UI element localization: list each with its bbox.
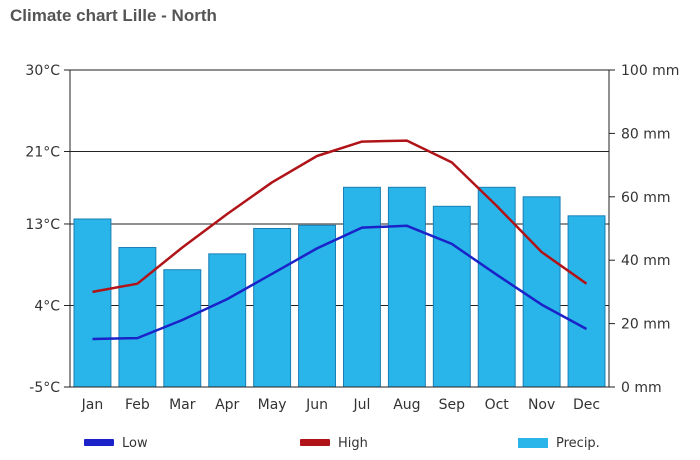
x-tick-label: Nov xyxy=(528,397,555,413)
precip-bar xyxy=(118,247,157,388)
right-tick-label: 80 mm xyxy=(621,126,671,142)
right-tick-label: 0 mm xyxy=(621,380,662,396)
left-tick-label: 30°C xyxy=(25,63,60,79)
precip-bar xyxy=(567,215,606,388)
left-tick-label: 21°C xyxy=(25,145,60,161)
precip-bar xyxy=(163,269,202,388)
x-tick-label: Mar xyxy=(169,397,196,413)
precip-bar xyxy=(432,205,471,388)
precip-bar xyxy=(73,218,112,388)
x-tick-label: Jan xyxy=(81,397,104,413)
precip-bar xyxy=(477,186,516,388)
x-tick-label: Jun xyxy=(305,397,328,413)
chart-title: Climate chart Lille - North xyxy=(10,6,217,25)
x-tick-label: Oct xyxy=(485,397,510,413)
legend-label: High xyxy=(338,436,368,451)
precip-bar xyxy=(387,186,426,388)
precip-bar xyxy=(522,196,561,388)
x-tick-label: Feb xyxy=(125,397,150,413)
legend-swatch-high xyxy=(300,439,330,446)
right-tick-label: 40 mm xyxy=(621,253,671,269)
plot-frame xyxy=(69,69,610,388)
series-line-low xyxy=(92,224,588,341)
x-tick-label: Aug xyxy=(393,397,420,413)
left-tick-label: 4°C xyxy=(34,298,60,314)
legend-swatch-low xyxy=(84,439,114,446)
legend-label: Precip. xyxy=(556,436,600,451)
precip-bar xyxy=(208,253,247,388)
left-tick-label: -5°C xyxy=(29,380,60,396)
right-tick-label: 100 mm xyxy=(621,63,679,79)
x-tick-label: Sep xyxy=(439,397,466,413)
x-tick-label: Jul xyxy=(353,397,371,413)
right-tick-label: 20 mm xyxy=(621,317,671,333)
legend-swatch-precip xyxy=(518,438,548,448)
left-tick-label: 13°C xyxy=(25,217,60,233)
legend-label: Low xyxy=(122,436,148,451)
precip-bar xyxy=(253,228,292,388)
right-tick-label: 60 mm xyxy=(621,190,671,206)
x-tick-label: May xyxy=(258,397,287,413)
x-tick-label: Dec xyxy=(573,397,600,413)
series-line-high xyxy=(92,139,588,294)
x-tick-label: Apr xyxy=(215,397,239,413)
precip-bar xyxy=(298,224,337,388)
precip-bar xyxy=(343,186,381,388)
